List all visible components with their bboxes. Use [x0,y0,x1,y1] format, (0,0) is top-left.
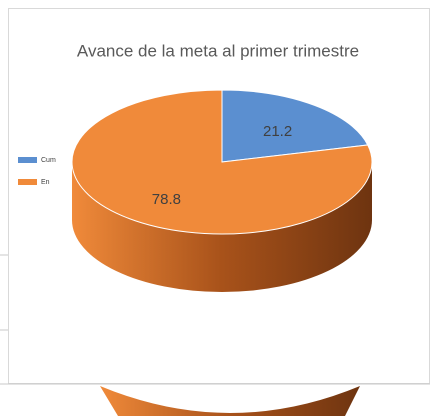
pie-slice [221,89,369,163]
pie-side [72,162,372,292]
legend-swatch [18,179,37,185]
pie-slice [71,89,373,235]
data-label: 78.8 [152,191,181,208]
legend-label: En [41,179,50,186]
legend-label: Cum [41,157,56,164]
legend-swatch [18,157,37,163]
pie: 21.2 78.8 [71,89,373,292]
pie-fragment [100,386,360,416]
legend: Cum En [18,157,56,186]
data-label: 21.2 [263,123,292,140]
chart-title: Avance de la meta al primer trimestre [77,41,359,60]
